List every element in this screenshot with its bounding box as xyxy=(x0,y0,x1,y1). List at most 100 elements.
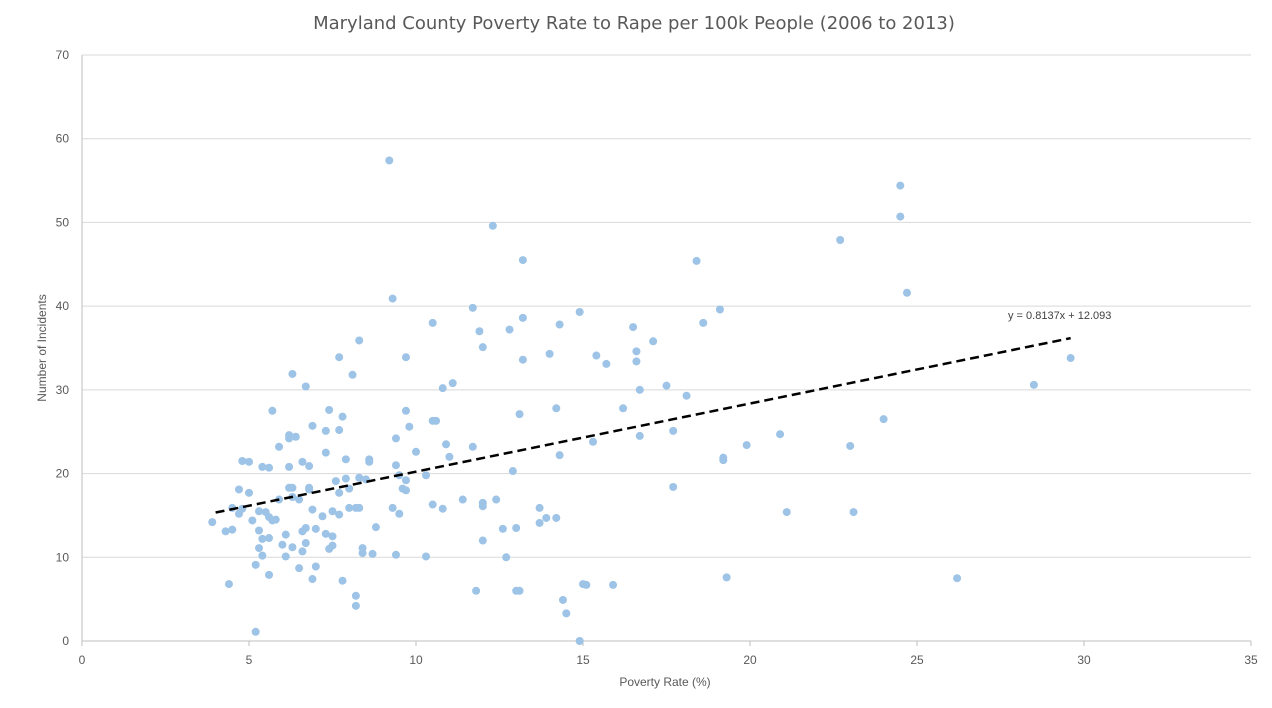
data-point xyxy=(321,448,330,457)
data-point xyxy=(662,381,671,390)
x-tick-label: 0 xyxy=(79,653,86,667)
data-point xyxy=(692,256,701,265)
data-point xyxy=(468,303,477,312)
data-point xyxy=(301,523,310,532)
data-point xyxy=(896,212,905,221)
data-point xyxy=(552,404,561,413)
data-point xyxy=(699,318,708,327)
data-point xyxy=(422,471,431,480)
data-point xyxy=(255,507,264,516)
data-point xyxy=(488,221,497,230)
data-point xyxy=(335,510,344,519)
data-point xyxy=(953,574,962,583)
y-tick-labels: 0 10 20 30 40 50 60 70 xyxy=(56,48,70,648)
data-point xyxy=(582,580,591,589)
data-point xyxy=(592,351,601,360)
data-point xyxy=(258,462,267,471)
data-point xyxy=(301,539,310,548)
y-tick-label: 60 xyxy=(56,132,70,146)
data-point xyxy=(328,532,337,541)
data-point xyxy=(321,529,330,538)
data-point xyxy=(341,474,350,483)
data-point xyxy=(555,320,564,329)
data-point xyxy=(478,343,487,352)
data-point xyxy=(248,516,257,525)
data-point xyxy=(251,627,260,636)
data-point xyxy=(321,426,330,435)
data-point xyxy=(391,461,400,470)
data-point xyxy=(719,456,728,465)
data-point xyxy=(518,355,527,364)
data-point xyxy=(245,457,253,466)
data-point xyxy=(385,156,394,165)
x-tick-label: 20 xyxy=(743,653,757,667)
data-point xyxy=(635,431,644,440)
data-point xyxy=(331,477,340,486)
data-point xyxy=(388,503,397,512)
data-point xyxy=(311,524,320,533)
data-point xyxy=(445,452,454,461)
data-point xyxy=(251,560,260,569)
data-point xyxy=(776,430,785,439)
data-point xyxy=(545,349,554,358)
x-tick-labels: 0 5 10 15 20 25 30 35 xyxy=(79,653,1258,667)
data-point xyxy=(518,313,527,322)
data-point xyxy=(265,534,274,543)
data-point xyxy=(388,294,397,303)
data-point xyxy=(512,523,521,532)
data-point xyxy=(391,434,400,443)
data-point xyxy=(395,509,404,518)
data-point xyxy=(682,391,691,400)
data-point xyxy=(669,482,678,491)
data-point xyxy=(515,410,524,419)
data-point xyxy=(468,442,477,451)
data-point xyxy=(271,515,280,524)
gridlines xyxy=(82,54,1251,558)
data-point xyxy=(391,550,400,559)
data-point xyxy=(355,503,364,512)
data-point xyxy=(609,580,618,589)
data-point xyxy=(401,486,410,495)
data-point xyxy=(412,447,420,456)
x-tick-label: 25 xyxy=(910,653,924,667)
data-point xyxy=(498,524,507,533)
data-point xyxy=(335,426,344,435)
x-tick-label: 15 xyxy=(576,653,590,667)
y-tick-label: 10 xyxy=(56,550,70,564)
data-point xyxy=(305,483,314,492)
data-point xyxy=(742,441,751,450)
data-point xyxy=(308,505,317,514)
data-point xyxy=(295,495,304,504)
data-point xyxy=(518,256,527,265)
data-point xyxy=(285,434,294,443)
data-point xyxy=(301,382,310,391)
data-point xyxy=(318,512,327,521)
data-point xyxy=(291,432,300,441)
data-point xyxy=(602,359,611,368)
data-point xyxy=(255,526,264,535)
data-point xyxy=(365,457,374,466)
data-point xyxy=(635,385,644,394)
data-point xyxy=(338,412,347,421)
data-point xyxy=(368,549,377,558)
data-point xyxy=(268,406,277,415)
data-point xyxy=(325,405,334,414)
y-tick-label: 0 xyxy=(62,634,69,648)
data-point xyxy=(288,483,297,492)
data-point xyxy=(298,547,307,556)
data-point xyxy=(255,544,264,553)
x-tick-label: 30 xyxy=(1077,653,1091,667)
data-point xyxy=(562,609,571,618)
data-point xyxy=(238,457,247,466)
data-point xyxy=(258,534,267,543)
y-tick-label: 20 xyxy=(56,467,70,481)
data-point xyxy=(351,591,360,600)
data-point xyxy=(208,518,217,527)
data-point xyxy=(265,463,274,472)
data-point xyxy=(438,504,447,513)
data-point xyxy=(515,586,524,595)
axes xyxy=(81,55,1252,646)
data-point xyxy=(575,637,584,645)
data-point xyxy=(401,353,410,362)
data-point xyxy=(715,305,724,314)
